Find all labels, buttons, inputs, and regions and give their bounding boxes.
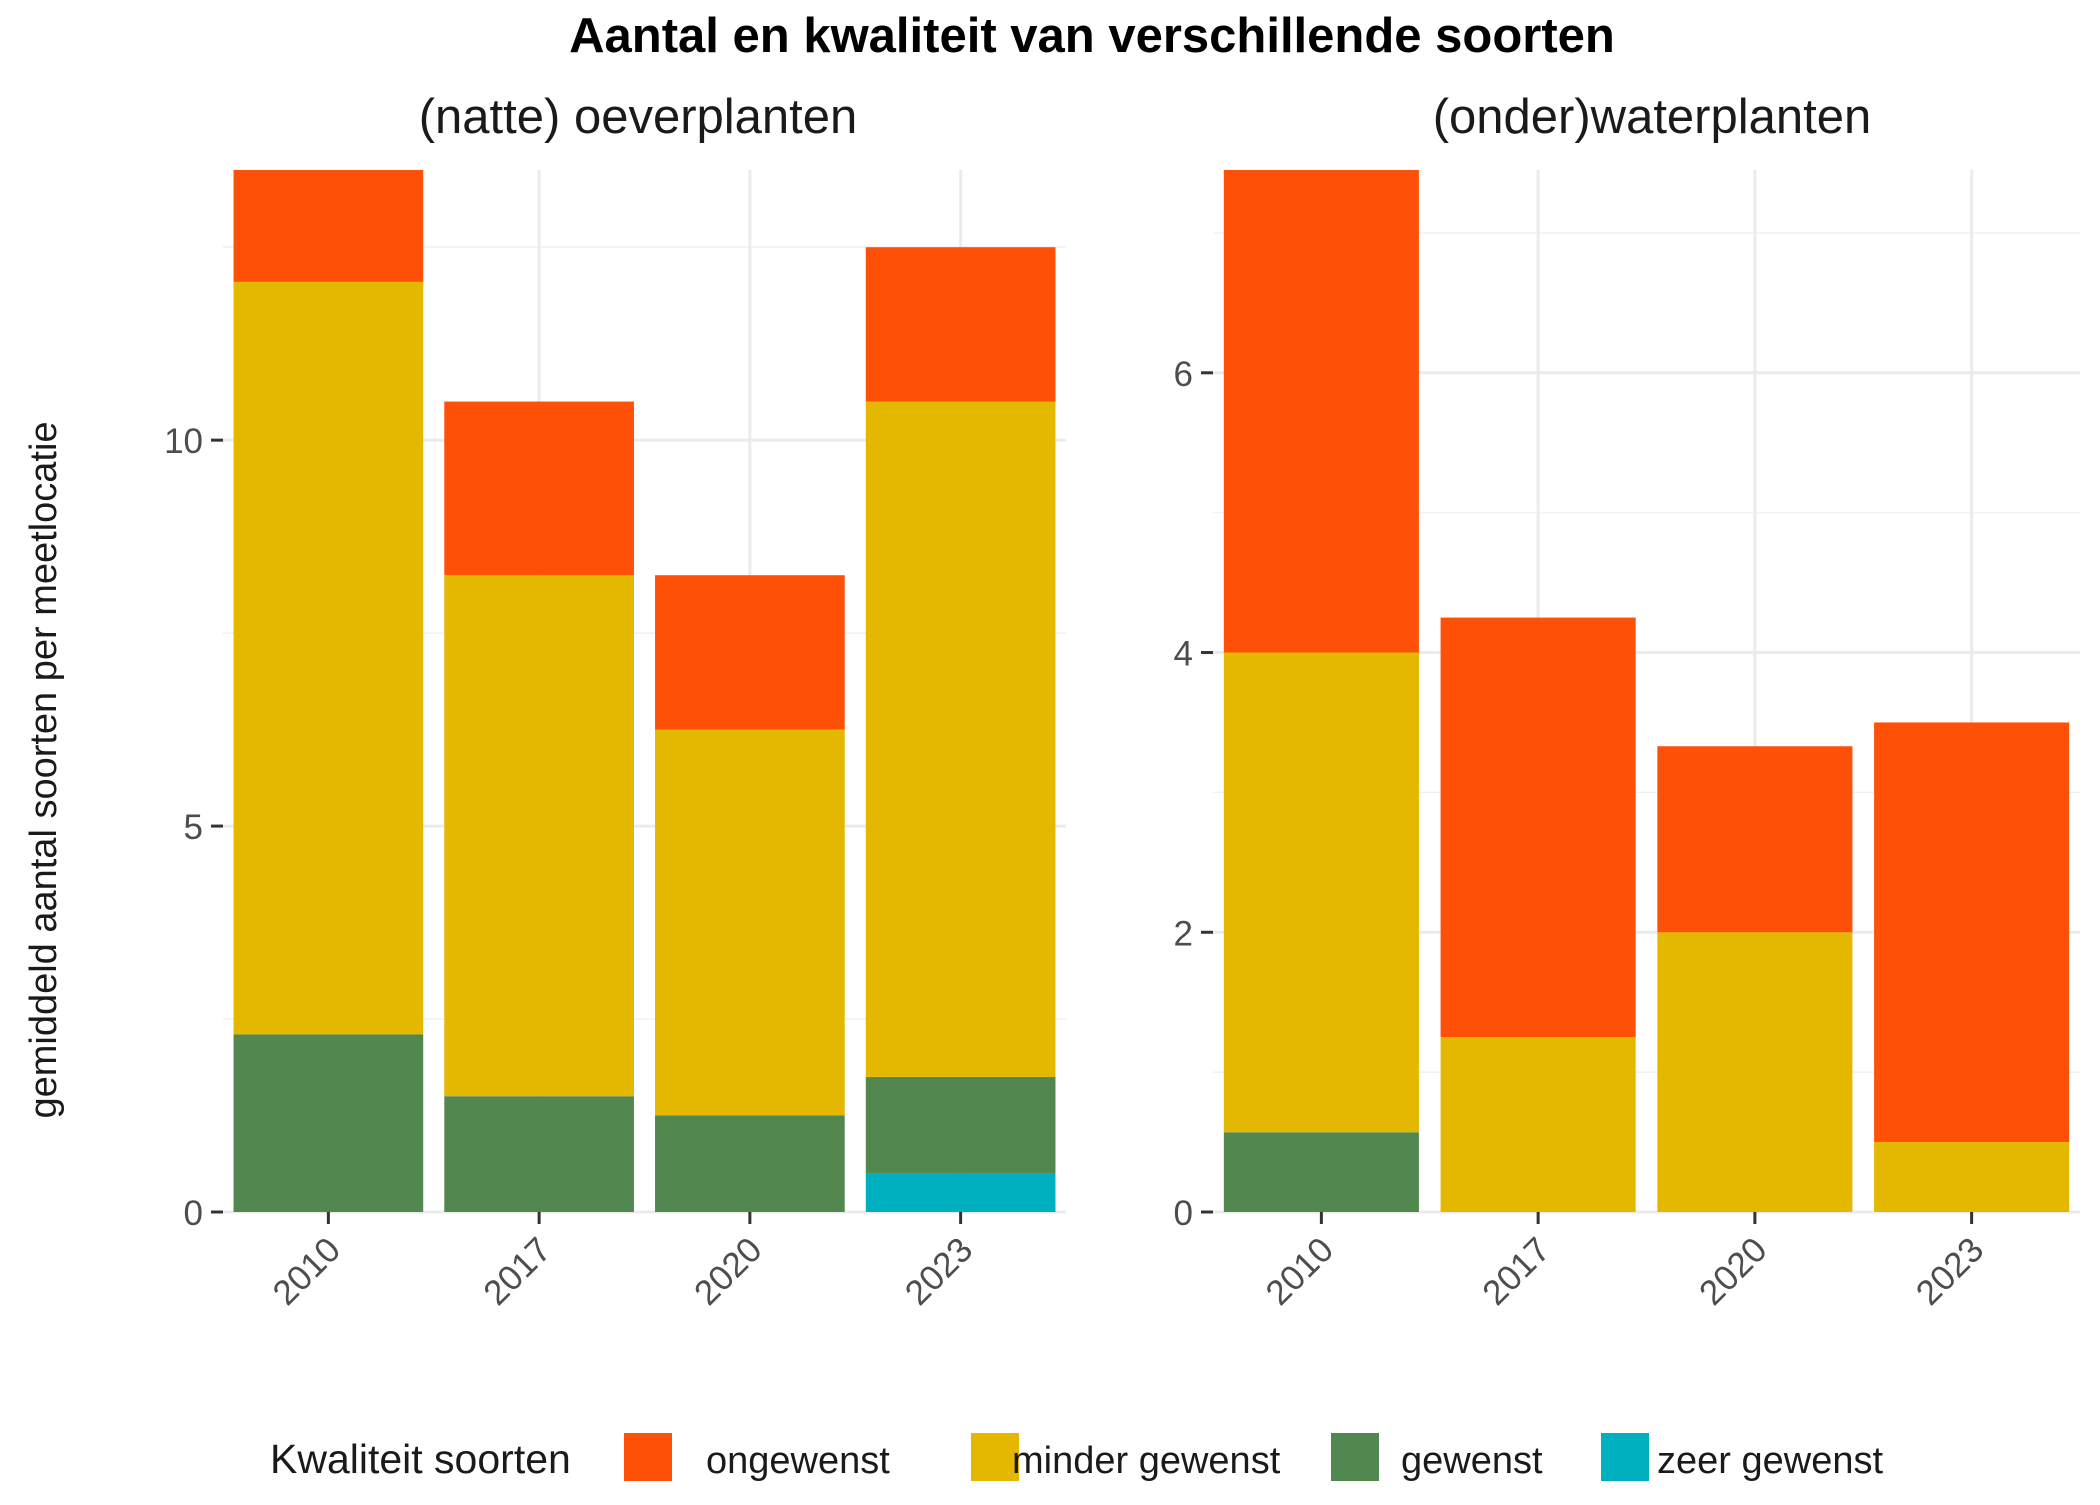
y-tick-label: 0 (1174, 1194, 1193, 1233)
bar-segment-2010-minder-gewenst: 2010 · minder gewenst: 3.43 (1223, 652, 1419, 1133)
panel-2: 2010 · gewenst: 0.572010 · minder gewens… (1174, 170, 2080, 1313)
x-tick-label: 2010 (1258, 1230, 1341, 1313)
legend-swatch-zeer-gewenst (1601, 1433, 1649, 1481)
bar-segment-2023-gewenst: 2023 · gewenst: 1.25 (865, 1076, 1056, 1174)
x-tick-label: 2020 (687, 1230, 770, 1313)
bar-segment-2023-ongewenst: 2023 · ongewenst: 3 (1874, 722, 2070, 1143)
bar-segment-2020-ongewenst: 2020 · ongewenst: 2 (655, 575, 845, 730)
bar-segment-2017-gewenst: 2017 · gewenst: 1.5 (444, 1096, 634, 1212)
bar-segment-2010-gewenst: 2010 · gewenst: 2.3 (233, 1034, 424, 1212)
bar-segment-2020-ongewenst: 2020 · ongewenst: 1.33 (1657, 746, 1853, 933)
x-tick-label: 2017 (476, 1230, 559, 1313)
bar-segment-2017-minder-gewenst: 2017 · minder gewenst: 6.75 (444, 575, 634, 1097)
bar-segment-2023-minder-gewenst: 2023 · minder gewenst: 0.5 (1874, 1142, 2070, 1212)
bar-segment-2010-ongewenst: 2010 · ongewenst: 1.45 (233, 170, 424, 282)
bar-segment-2023-minder-gewenst: 2023 · minder gewenst: 8.75 (865, 401, 1056, 1077)
bar-segment-2020-gewenst: 2020 · gewenst: 1.25 (655, 1115, 845, 1212)
x-tick-label: 2023 (1909, 1230, 1992, 1313)
legend: Kwaliteit soorten ongewenst minder gewens… (270, 1433, 1883, 1482)
legend-swatch-minder-gewenst (971, 1433, 1019, 1481)
y-axis-label: gemiddeld aantal soorten per meetlocatie (23, 421, 65, 1118)
chart-title: Aantal en kwaliteit van verschillende so… (569, 9, 1615, 63)
bar-segment-2017-minder-gewenst: 2017 · minder gewenst: 1.25 (1440, 1037, 1636, 1212)
legend-label: ongewenst (706, 1440, 890, 1482)
legend-title: Kwaliteit soorten (270, 1436, 571, 1482)
bar-segment-2010-minder-gewenst: 2010 · minder gewenst: 9.75 (233, 281, 424, 1035)
legend-label: gewenst (1401, 1440, 1543, 1482)
panel-title-right: (onder)waterplanten (1433, 90, 1872, 144)
bar-segment-2010-gewenst: 2010 · gewenst: 0.57 (1223, 1132, 1419, 1212)
x-tick-label: 2020 (1692, 1230, 1775, 1313)
panel-title-left: (natte) oeverplanten (419, 90, 858, 144)
x-tick-label: 2023 (898, 1230, 981, 1313)
panel-1: 2010 · gewenst: 2.32010 · minder gewenst… (164, 170, 1066, 1313)
y-tick-label: 4 (1174, 635, 1193, 674)
x-tick-label: 2010 (265, 1230, 348, 1313)
y-tick-label: 6 (1174, 355, 1193, 394)
bar-segment-2023-zeer-gewenst: 2023 · zeer gewenst: 0.5 (865, 1173, 1056, 1212)
legend-swatch-ongewenst (624, 1433, 672, 1481)
bar-segment-2017-ongewenst: 2017 · ongewenst: 3 (1440, 617, 1636, 1038)
y-tick-label: 2 (1174, 914, 1193, 953)
bar-segment-2020-minder-gewenst: 2020 · minder gewenst: 5 (655, 729, 845, 1116)
legend-label: minder gewenst (1012, 1440, 1281, 1482)
bar-segment-2010-ongewenst: 2010 · ongewenst: 3.45 (1223, 170, 1419, 653)
y-tick-label: 10 (164, 422, 203, 461)
x-tick-label: 2017 (1475, 1230, 1558, 1313)
y-tick-label: 0 (184, 1194, 203, 1233)
legend-swatch-gewenst (1331, 1433, 1379, 1481)
bar-segment-2017-ongewenst: 2017 · ongewenst: 2.25 (444, 401, 634, 576)
y-tick-label: 5 (184, 808, 203, 847)
bar-segment-2020-minder-gewenst: 2020 · minder gewenst: 2 (1657, 932, 1853, 1212)
bar-segment-2023-ongewenst: 2023 · ongewenst: 2 (865, 247, 1056, 402)
plot-panels: 2010 · gewenst: 2.32010 · minder gewenst… (164, 170, 2080, 1313)
legend-label: zeer gewenst (1657, 1440, 1883, 1482)
